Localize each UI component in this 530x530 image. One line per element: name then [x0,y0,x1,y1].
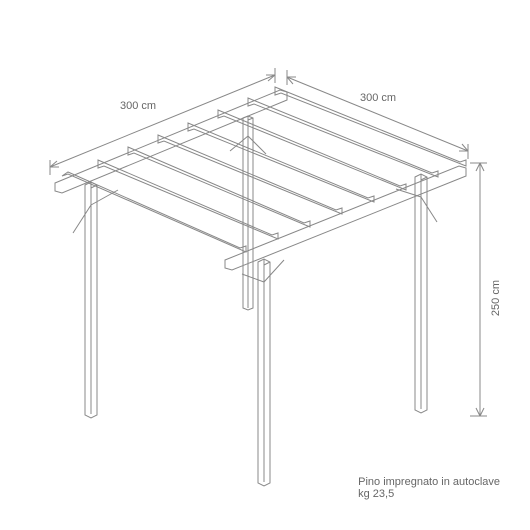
material-line1: Pino impregnato in autoclave [358,476,500,488]
material-line2: kg 23,5 [358,488,500,500]
pergola-drawing [0,0,530,530]
height-dimension: 250 cm [490,280,502,316]
depth-dimension: 300 cm [360,92,396,104]
width-dimension: 300 cm [120,100,156,112]
material-caption: Pino impregnato in autoclave kg 23,5 [358,476,500,500]
